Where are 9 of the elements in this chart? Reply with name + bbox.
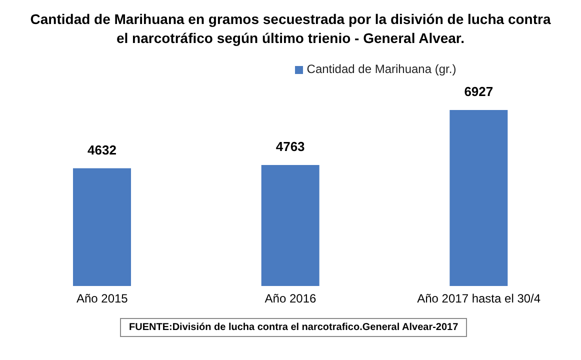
- x-tick-label: Año 2016: [264, 292, 317, 306]
- legend-label: Cantidad de Marihuana (gr.): [306, 62, 456, 76]
- x-tick-label: Año 2015: [76, 292, 128, 306]
- chart-title: Cantidad de Marihuana en gramos secuestrada por la disivión de lucha contra el narcotráfico según último trienio - General Alvear.: [29, 10, 552, 48]
- data-label: 6927: [464, 84, 494, 99]
- source-note: FUENTE:División de lucha contra el narcotrafico.General Alvear-2017: [120, 318, 468, 337]
- x-tick-label: Año 2017 hasta el 30/4: [417, 292, 541, 306]
- data-label: 4632: [88, 142, 116, 158]
- data-label: 4763: [276, 138, 305, 154]
